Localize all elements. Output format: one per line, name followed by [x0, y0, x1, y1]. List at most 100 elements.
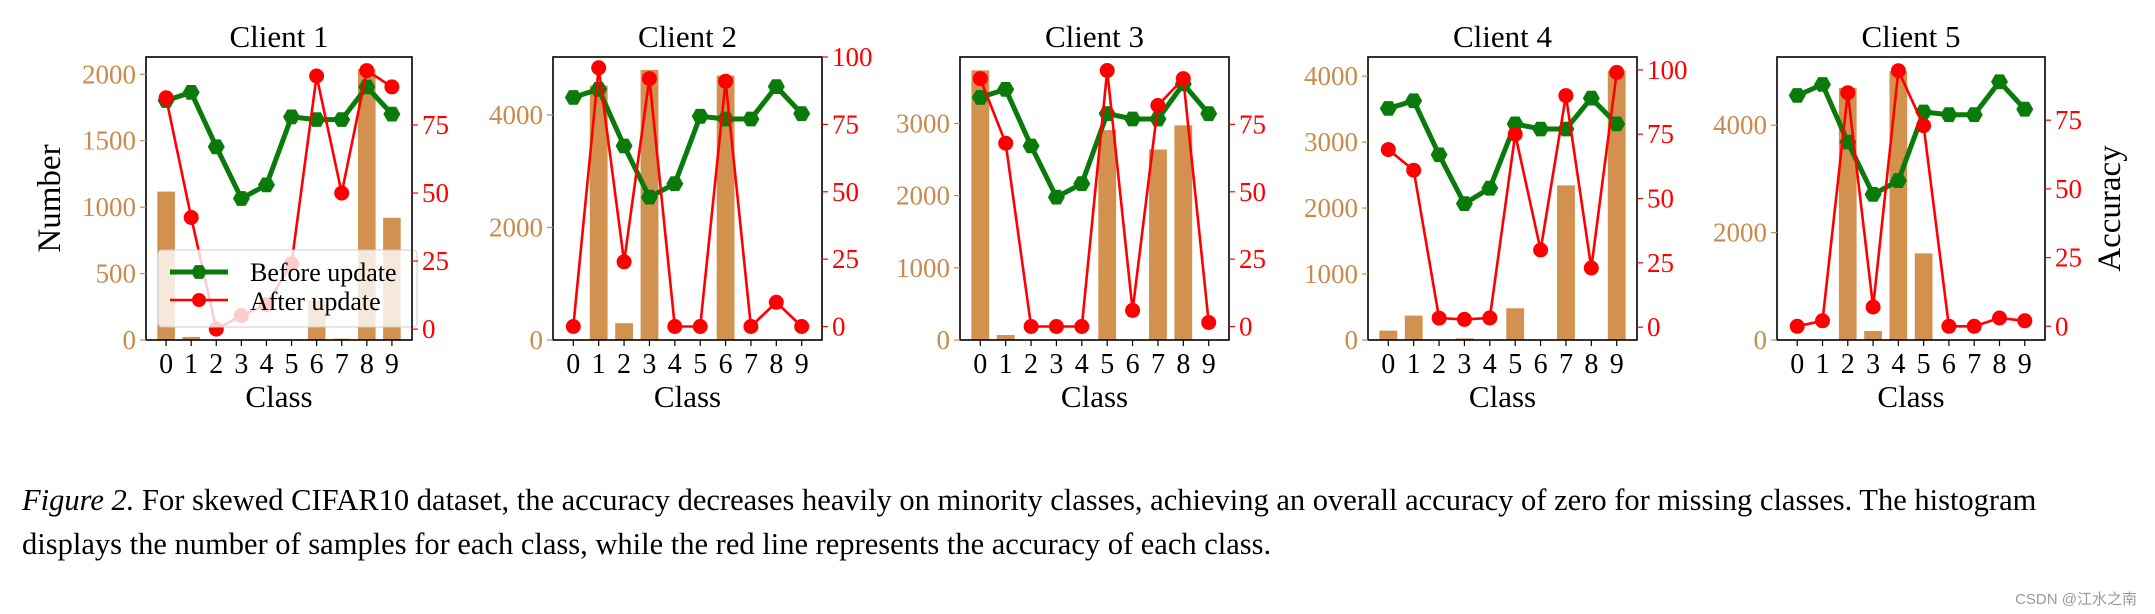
- left-tick-label: 4000: [1713, 110, 1767, 140]
- x-axis-label: Class: [1469, 379, 1536, 414]
- bar: [615, 323, 633, 340]
- bar: [1379, 330, 1398, 340]
- after-update-marker: [2017, 313, 2033, 329]
- after-update-marker: [616, 254, 632, 270]
- right-tick-label: 50: [1647, 184, 1674, 214]
- before-update-marker: [1073, 176, 1091, 191]
- x-tick-label: 3: [1049, 349, 1063, 380]
- left-tick-label: 2000: [1713, 218, 1767, 248]
- bar: [1149, 149, 1167, 340]
- x-tick-label: 1: [592, 349, 606, 380]
- bar: [589, 85, 608, 340]
- before-update-marker: [767, 79, 785, 94]
- x-axis-label: Class: [1061, 379, 1128, 414]
- before-update-marker: [1532, 121, 1550, 137]
- after-update-line: [1387, 72, 1618, 321]
- after-update-marker: [1533, 242, 1549, 258]
- after-update-marker: [1583, 260, 1599, 276]
- before-update-marker: [1022, 138, 1040, 154]
- right-tick-label: 0: [422, 314, 436, 344]
- x-tick-label: 8: [1176, 349, 1190, 380]
- before-update-marker: [207, 139, 225, 155]
- right-tick-label: 25: [1239, 244, 1266, 274]
- right-tick-label: 50: [2055, 174, 2082, 204]
- x-tick-label: 9: [795, 349, 809, 380]
- x-tick-label: 3: [1866, 349, 1880, 380]
- before-update-line: [979, 81, 1211, 200]
- x-tick-label: 5: [1100, 349, 1114, 380]
- after-update-marker: [1482, 310, 1498, 326]
- before-update-marker: [564, 90, 582, 105]
- left-tick-label: 4000: [489, 100, 543, 130]
- after-update-marker: [1048, 319, 1064, 334]
- bar: [1404, 315, 1423, 340]
- after-update-marker: [743, 319, 759, 334]
- right-tick-label: 100: [1647, 55, 1688, 85]
- left-tick-label: 2000: [1304, 193, 1358, 223]
- before-update-marker: [283, 109, 300, 125]
- x-tick-label: 2: [1024, 349, 1038, 380]
- chart-title: Client 1: [229, 19, 328, 54]
- after-update-marker: [1175, 71, 1191, 87]
- before-update-marker: [1124, 111, 1142, 127]
- x-tick-label: 6: [719, 349, 733, 380]
- before-update-marker: [2016, 101, 2034, 117]
- chart-title: Client 4: [1453, 19, 1553, 54]
- x-tick-label: 3: [1457, 349, 1471, 380]
- left-tick-label: 500: [96, 259, 137, 289]
- x-tick-label: 3: [234, 349, 248, 380]
- bar: [1914, 253, 1933, 340]
- x-tick-label: 6: [1126, 349, 1140, 380]
- right-tick-label: 50: [422, 178, 449, 208]
- x-tick-label: 7: [335, 349, 349, 380]
- before-update-marker: [615, 138, 633, 154]
- x-tick-label: 2: [617, 349, 631, 380]
- right-tick-label: 75: [1647, 119, 1674, 149]
- after-update-marker: [359, 63, 375, 79]
- after-update-marker: [1023, 319, 1039, 334]
- before-update-marker: [997, 82, 1015, 97]
- after-update-marker: [641, 71, 657, 87]
- right-tick-label: 0: [2055, 311, 2069, 341]
- x-tick-label: 7: [1967, 349, 1981, 380]
- after-update-marker: [1966, 318, 1982, 334]
- after-update-marker: [1507, 126, 1523, 142]
- after-update-line: [572, 66, 803, 328]
- after-update-marker: [158, 90, 174, 106]
- before-update-line: [165, 84, 394, 201]
- left-tick-label: 1000: [1304, 259, 1358, 289]
- after-update-marker: [1125, 302, 1141, 318]
- before-update-marker: [666, 176, 684, 191]
- right-tick-label: 75: [832, 109, 859, 139]
- before-update-marker: [1481, 180, 1499, 196]
- right-tick-label: 25: [2055, 243, 2082, 273]
- x-tick-label: 0: [159, 349, 173, 380]
- before-update-marker: [258, 177, 275, 193]
- after-update-marker: [1406, 162, 1422, 178]
- right-tick-label: 0: [1239, 312, 1253, 342]
- after-update-marker: [794, 319, 810, 334]
- after-update-marker: [972, 71, 988, 87]
- y2-axis-label: Accuracy: [2092, 145, 2128, 272]
- x-axis-label: Class: [654, 379, 721, 414]
- after-update-marker: [1431, 310, 1447, 326]
- x-tick-label: 8: [1992, 349, 2006, 380]
- figure-panels: Before update After update 0 500 1000 1500 200…: [32, 19, 2128, 414]
- before-update-marker: [1788, 88, 1806, 103]
- after-update-line: [979, 69, 1210, 328]
- legend-after-label: After update: [250, 287, 381, 316]
- after-update-marker: [718, 73, 734, 89]
- after-update-marker: [768, 294, 784, 310]
- before-update-marker: [1582, 90, 1600, 106]
- chart-title: Client 5: [1861, 19, 1960, 54]
- before-update-line: [572, 84, 804, 200]
- before-update-marker: [1379, 101, 1397, 116]
- bar: [1864, 331, 1882, 340]
- left-tick-label: 2000: [82, 59, 136, 89]
- chart-title: Client 3: [1045, 19, 1144, 54]
- legend-before-label: Before update: [250, 258, 397, 287]
- right-tick-label: 50: [1239, 177, 1266, 207]
- chart-title: Client 2: [638, 19, 737, 54]
